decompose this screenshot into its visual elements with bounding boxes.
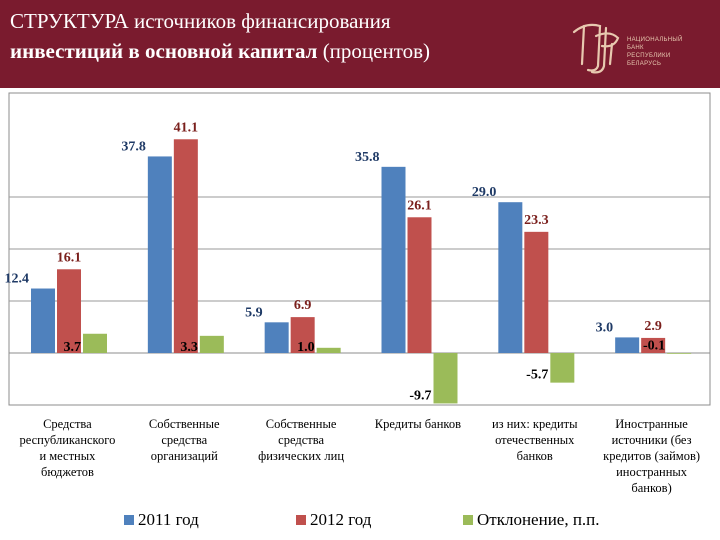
category-label-line: средства	[278, 433, 324, 447]
category-label-line: кредитов (займов)	[603, 449, 701, 463]
data-label-2012: 2.9	[644, 319, 662, 334]
category-label: Собственные средства организаций	[124, 416, 244, 464]
legend-swatch-deviation	[463, 515, 473, 525]
bar-2011	[264, 322, 289, 353]
category-label-line: иностранных	[616, 465, 688, 479]
legend-2012: 2012 год	[296, 510, 371, 530]
bar-chart: 12.4 16.1 3.7 37.8 41.1 3.3 5.9 6.9 1.0 35.8 26.1 -…	[5, 92, 711, 406]
data-label-2012: 16.1	[57, 250, 82, 265]
category-label-line: организаций	[150, 449, 218, 463]
title-line-1: СТРУКТУРА источников финансирования	[10, 6, 430, 36]
data-label-deviation: 1.0	[297, 340, 315, 355]
bar-2011	[31, 288, 55, 353]
data-label-2011: 37.8	[121, 139, 146, 154]
data-label-deviation: -0.1	[643, 339, 665, 354]
data-label-deviation: -9.7	[409, 388, 431, 403]
bar-2011	[147, 156, 172, 353]
title-bold: инвестиций в основной капитал	[10, 39, 318, 63]
data-label-2011: 35.8	[355, 150, 380, 165]
category-label-line: средства	[161, 433, 208, 447]
bar-deviation	[316, 347, 341, 353]
category-label-line: Собственные	[265, 417, 337, 431]
bar-2011	[615, 337, 640, 353]
bank-logo-icon	[572, 23, 620, 74]
data-label-deviation: 3.3	[180, 340, 198, 355]
category-label-line: из них: кредиты	[491, 417, 578, 431]
bar-2011	[381, 166, 406, 353]
legend-swatch-2012	[296, 515, 306, 525]
category-label: Кредиты банков	[358, 416, 478, 432]
data-label-2011: 3.0	[596, 320, 614, 335]
category-label-line: отечественных	[495, 433, 575, 447]
bar-2011	[498, 202, 523, 353]
legend-label-2011: 2011 год	[138, 510, 199, 529]
title-rest-1: источников финансирования	[128, 9, 391, 33]
category-label-line: Средства	[43, 417, 92, 431]
title-line-2: инвестиций в основной капитал (процентов…	[10, 36, 430, 66]
data-label-2012: 23.3	[524, 213, 549, 228]
data-label-2012: 6.9	[294, 298, 312, 313]
data-label-2011: 12.4	[5, 272, 30, 287]
bar-2012	[173, 139, 198, 353]
title-caps: СТРУКТУРА	[10, 9, 129, 33]
data-label-deviation: 3.7	[64, 340, 82, 355]
bar-deviation	[550, 353, 575, 383]
category-label: из них: кредиты отечественных банков	[475, 416, 595, 464]
data-label-2011: 29.0	[472, 185, 497, 200]
legend-2011: 2011 год	[124, 510, 199, 530]
bar-2012	[524, 231, 549, 353]
bar-2012	[407, 217, 432, 353]
category-label-line: банков	[516, 449, 553, 463]
category-label: Иностранные источники (без кредитов (займо…	[592, 416, 712, 496]
category-label-line: Иностранные	[615, 417, 688, 431]
category-label-line: Собственные	[148, 417, 220, 431]
page-title: СТРУКТУРА источников финансирования инве…	[10, 6, 430, 66]
bar-deviation	[199, 335, 224, 353]
category-label-line: источники (без	[611, 433, 692, 447]
bar-2012	[57, 269, 81, 353]
logo-text: НАЦИОНАЛЬНЫЙ БАНК РЕСПУБЛИКИ БЕЛАРУСЬ	[627, 37, 683, 67]
bar-deviation	[667, 353, 692, 354]
title-rest-2: (процентов)	[317, 39, 431, 63]
category-label: Собственные средства физических лиц	[241, 416, 361, 464]
legend-deviation: Отклонение, п.п.	[463, 510, 600, 530]
bar-deviation	[433, 353, 458, 404]
category-label-line: и местных	[39, 449, 96, 463]
category-label-line: Кредиты банков	[374, 417, 461, 431]
bar-deviation	[83, 333, 107, 353]
title-banner: СТРУКТУРА источников финансирования инве…	[0, 0, 720, 88]
bar-2012	[641, 337, 666, 353]
category-label-line: физических лиц	[258, 449, 345, 463]
data-label-2011: 5.9	[245, 305, 263, 320]
category-label: Средства республиканского и местных бюджето…	[7, 416, 127, 480]
data-label-2012: 41.1	[174, 120, 199, 135]
data-label-2012: 26.1	[407, 198, 432, 213]
legend-label-deviation: Отклонение, п.п.	[477, 510, 600, 529]
legend-swatch-2011	[124, 515, 134, 525]
legend-label-2012: 2012 год	[310, 510, 372, 529]
bar-2012	[290, 317, 315, 353]
category-label-line: республиканского	[19, 433, 116, 447]
category-label-line: бюджетов	[40, 465, 94, 479]
data-label-deviation: -5.7	[526, 368, 548, 383]
category-label-line: банков)	[631, 481, 672, 495]
